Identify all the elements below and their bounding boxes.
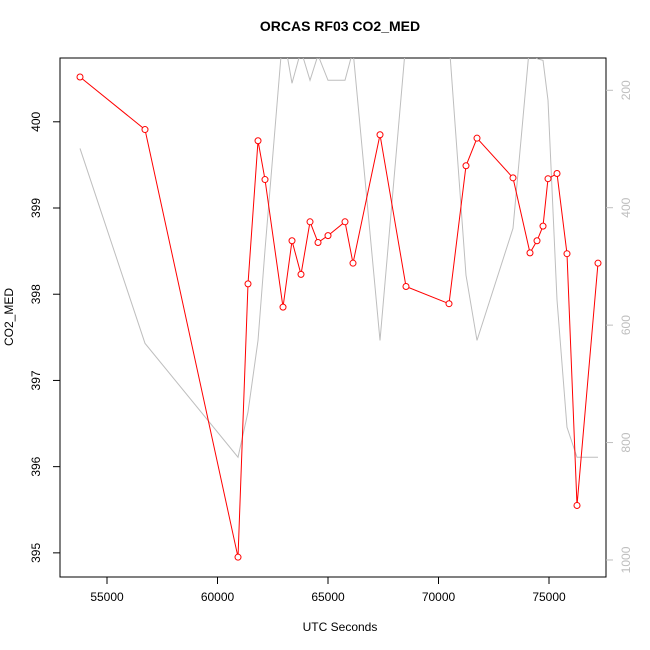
point — [509, 174, 517, 182]
y-tick-label: 400 — [29, 111, 43, 131]
y-tick-label: 395 — [29, 543, 43, 563]
point — [553, 170, 561, 178]
y-tick-label: 398 — [29, 284, 43, 304]
y-tick-label: 399 — [29, 198, 43, 218]
point — [376, 131, 384, 139]
y2-tick-label: 200 — [619, 80, 633, 100]
y-tick-label: 396 — [29, 456, 43, 476]
y2-tick-label: 400 — [619, 197, 633, 217]
point — [573, 501, 581, 509]
point — [324, 232, 332, 240]
y2-tick-label: 600 — [619, 315, 633, 335]
point — [539, 222, 547, 230]
x-tick-label: 75000 — [532, 590, 566, 604]
point — [563, 250, 571, 258]
series-line — [79, 58, 598, 459]
point — [341, 218, 349, 226]
point — [288, 237, 296, 245]
point — [533, 237, 541, 245]
point — [254, 137, 262, 145]
y-tick-label: 397 — [29, 370, 43, 390]
x-axis-label: UTC Seconds — [303, 620, 378, 634]
series-line — [79, 76, 599, 558]
y2-tick-label: 800 — [619, 432, 633, 452]
point — [297, 270, 305, 278]
x-tick-label: 60000 — [201, 590, 235, 604]
point — [473, 134, 481, 142]
point — [544, 175, 552, 183]
point — [402, 282, 410, 290]
y2-tick-label: 1000 — [619, 546, 633, 573]
point — [594, 259, 602, 267]
point — [141, 126, 149, 134]
x-tick-label: 65000 — [311, 590, 345, 604]
point — [76, 73, 84, 81]
x-tick-label: 70000 — [422, 590, 456, 604]
point — [244, 280, 252, 288]
y-axis-label: CO2_MED — [2, 288, 16, 346]
x-tick-label: 55000 — [90, 590, 124, 604]
point — [526, 249, 534, 257]
point — [462, 162, 470, 170]
point — [306, 218, 314, 226]
point — [349, 259, 357, 267]
point — [261, 176, 269, 184]
plot-box — [59, 57, 607, 578]
point — [445, 300, 453, 308]
point — [279, 303, 287, 311]
point — [234, 553, 242, 561]
point — [314, 238, 322, 246]
chart-title: ORCAS RF03 CO2_MED — [260, 18, 420, 34]
